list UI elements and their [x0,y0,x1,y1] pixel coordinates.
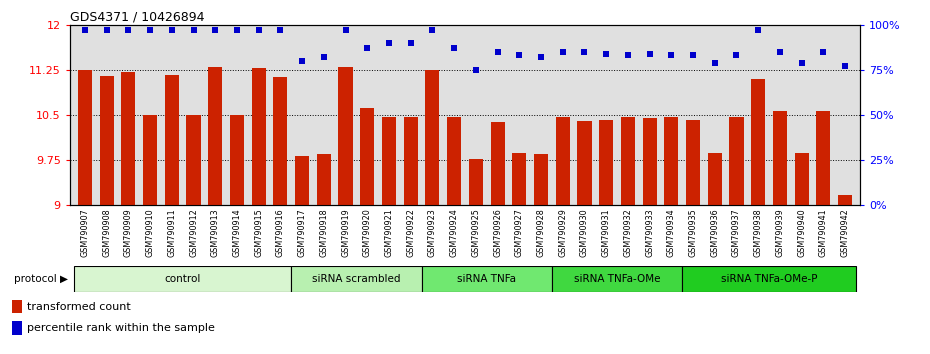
Point [794,60,809,65]
Point [316,55,331,60]
Bar [11,321,21,335]
Bar [751,79,765,354]
Bar [643,118,657,354]
Bar [295,156,309,354]
Bar [360,108,375,354]
Bar [121,72,136,354]
Point [100,27,114,33]
Bar [621,117,635,354]
Text: transformed count: transformed count [27,302,131,312]
Bar [382,117,396,354]
Point [534,55,549,60]
Bar [78,70,92,354]
Bar [578,121,591,354]
Point [425,27,440,33]
Bar [252,68,266,354]
Point [708,60,723,65]
Bar [143,115,157,354]
Text: control: control [165,274,201,284]
Bar [490,122,505,354]
Bar [555,117,570,354]
Bar [273,76,287,354]
Text: GDS4371 / 10426894: GDS4371 / 10426894 [70,11,205,24]
Point [142,27,157,33]
Bar [425,70,440,354]
Bar [317,154,331,354]
Bar [729,117,743,354]
Bar [11,300,21,313]
Point [685,53,700,58]
Point [469,67,484,73]
Point [381,40,396,46]
Bar [447,117,461,354]
Point [838,63,853,69]
Point [664,53,679,58]
Point [773,49,788,55]
Point [165,27,179,33]
Point [273,27,288,33]
Point [446,45,461,51]
Bar [421,266,551,292]
Bar [230,115,244,354]
Point [207,27,222,33]
Bar [838,195,852,354]
Bar [404,117,418,354]
Text: siRNA scrambled: siRNA scrambled [312,274,401,284]
Text: percentile rank within the sample: percentile rank within the sample [27,323,215,333]
Point [490,49,505,55]
Bar [708,153,722,354]
Bar [817,111,830,354]
Point [816,49,830,55]
Bar [74,266,291,292]
Point [620,53,635,58]
Bar [664,117,678,354]
Point [512,53,526,58]
Point [121,27,136,33]
Point [404,40,418,46]
Bar [100,76,113,354]
Bar [794,153,809,354]
Bar [469,159,483,354]
Bar [599,120,613,354]
Bar [686,120,700,354]
Text: siRNA TNFa: siRNA TNFa [458,274,516,284]
Bar [339,67,352,354]
Point [339,27,353,33]
Point [751,27,765,33]
Point [230,27,245,33]
Bar [291,266,421,292]
Point [360,45,375,51]
Bar [208,67,222,354]
Bar [773,111,787,354]
Point [555,49,570,55]
Text: siRNA TNFa-OMe-P: siRNA TNFa-OMe-P [721,274,817,284]
Bar [534,154,548,354]
Bar [683,266,856,292]
Bar [165,75,179,354]
Point [599,51,614,57]
Bar [187,115,201,354]
Point [251,27,266,33]
Point [77,27,92,33]
Point [295,58,310,64]
Point [577,49,591,55]
Point [642,51,657,57]
Point [729,53,744,58]
Text: protocol ▶: protocol ▶ [14,274,69,284]
Bar [551,266,683,292]
Point [186,27,201,33]
Bar [512,153,526,354]
Text: siRNA TNFa-OMe: siRNA TNFa-OMe [574,274,660,284]
